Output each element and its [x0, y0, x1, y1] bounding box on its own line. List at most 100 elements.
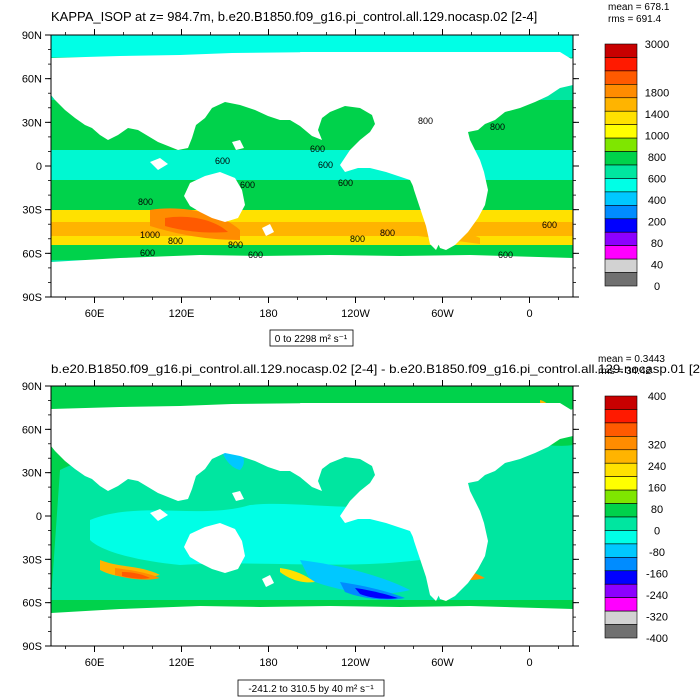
top-lon-label: 120W [341, 308, 370, 320]
bottom-colorbar-label: -320 [646, 611, 668, 623]
top-colorbar-swatch [604, 110, 638, 125]
top-lon-label: 60E [85, 308, 105, 320]
bottom-colorbar-swatch [604, 489, 638, 504]
top-lon-label: 0 [526, 308, 532, 320]
top-axis-labels: 90N 60N 30N 0 30S 60S 90S 60E 120E 180 120W 60W 0 [22, 30, 533, 320]
top-colorbar-swatch [604, 70, 638, 85]
top-lon-label: 60W [431, 308, 454, 320]
bottom-colorbar: 400 320 240 160 80 0 -80 -160 -240 -320 -400 [604, 391, 668, 645]
contour-label: 600 [542, 220, 557, 230]
top-colorbar-label: 1400 [645, 109, 669, 121]
bottom-lat-label: 30N [22, 468, 42, 480]
top-colorbar-swatch [604, 84, 638, 99]
top-lat-label: 60S [22, 248, 42, 260]
bottom-lat-label: 90N [22, 381, 42, 393]
bottom-range-box [237, 679, 385, 697]
bottom-colorbar-label: 0 [654, 525, 660, 537]
top-range-label: 0 to 2298 m² s⁻¹ [275, 334, 348, 345]
top-lat-label: 0 [36, 161, 42, 173]
top-colorbar-label: 0 [654, 281, 660, 293]
contour-label: 1000 [140, 230, 160, 240]
top-title: KAPPA_ISOP at z= 984.7m, b.e20.B1850.f09… [51, 9, 537, 24]
bottom-colorbar-label: -160 [646, 568, 668, 580]
contour-label: 600 [338, 178, 353, 188]
contour-label: 600 [310, 144, 325, 154]
top-colorbar-label: 1800 [645, 87, 669, 99]
top-lat-label: 90N [22, 30, 42, 42]
contour-label: 800 [418, 116, 433, 126]
top-colorbar-label: 1000 [645, 130, 669, 142]
bottom-lat-label: 90S [22, 641, 42, 653]
top-colorbar-swatch [604, 43, 638, 58]
bottom-lat-label: 30S [22, 554, 42, 566]
bottom-title: b.e20.B1850.f09_g16.pi_control.all.129.n… [51, 362, 700, 376]
bottom-colorbar-swatch [604, 610, 638, 625]
top-stat-mean: mean = 678.1 [608, 2, 670, 13]
top-lat-label: 30S [22, 205, 42, 217]
bottom-colorbar-swatch [604, 516, 638, 531]
bottom-colorbar-swatch [604, 543, 638, 558]
bottom-axis-ticks [45, 380, 579, 652]
top-colorbar-label: 400 [648, 195, 666, 207]
top-axis-ticks [45, 29, 579, 303]
top-lon-label: 180 [259, 308, 277, 320]
bottom-stat-mean: mean = 0.3443 [598, 354, 665, 365]
bottom-stat-rms: rms = 34.42 [598, 366, 652, 377]
top-stat-rms: rms = 691.4 [608, 14, 662, 25]
bottom-colorbar-label: 240 [648, 461, 666, 473]
bottom-lon-label: 0 [526, 657, 532, 669]
bottom-colorbar-swatch [604, 449, 638, 464]
bottom-colorbar-swatch [604, 422, 638, 437]
bottom-panel: b.e20.B1850.f09_g16.pi_control.all.129.n… [22, 354, 700, 697]
top-colorbar-swatch [604, 137, 638, 152]
bottom-colorbar-swatch [604, 476, 638, 491]
top-colorbar-swatch [604, 258, 638, 273]
top-contour-labels: 600 600 800 800 600 600 600 800 800 1000… [138, 116, 557, 260]
contour-label: 600 [248, 250, 263, 260]
bottom-lon-label: 120W [341, 657, 370, 669]
top-colorbar-label: 800 [648, 152, 666, 164]
bottom-range-label: -241.2 to 310.5 by 40 m² s⁻¹ [248, 684, 374, 695]
bottom-axis-labels: 90N 60N 30N 0 30S 60S 90S 60E 120E 180 120W 60W 0 [22, 381, 533, 669]
contour-label: 800 [380, 228, 395, 238]
top-lon-label: 120E [169, 308, 195, 320]
top-colorbar-swatch [604, 272, 638, 287]
top-lat-label: 30N [22, 117, 42, 129]
top-lat-label: 90S [22, 292, 42, 304]
bottom-lat-label: 60S [22, 598, 42, 610]
bottom-colorbar-label: -80 [649, 547, 665, 559]
top-colorbar-swatch [604, 151, 638, 166]
top-colorbar-label: 40 [651, 259, 663, 271]
bottom-colorbar-swatch [604, 570, 638, 585]
bottom-colorbar-swatch [604, 583, 638, 598]
bottom-colorbar-swatch [604, 530, 638, 545]
bottom-colorbar-label: 160 [648, 482, 666, 494]
top-colorbar-swatch [604, 245, 638, 260]
bottom-colorbar-swatch [604, 503, 638, 518]
contour-label: 600 [240, 180, 255, 190]
contour-label: 600 [318, 160, 333, 170]
top-colorbar-swatch [604, 124, 638, 139]
bottom-colorbar-swatch [604, 395, 638, 410]
top-colorbar-label: 80 [651, 238, 663, 250]
bottom-lon-label: 60W [431, 657, 454, 669]
contour-label: 600 [140, 248, 155, 258]
bottom-colorbar-label: 400 [648, 391, 666, 403]
top-colorbar-swatch [604, 57, 638, 72]
bottom-colorbar-swatch [604, 436, 638, 451]
top-colorbar-label: 3000 [645, 39, 669, 51]
contour-label: 600 [215, 156, 230, 166]
contour-label: 800 [138, 197, 153, 207]
top-colorbar-swatch [604, 231, 638, 246]
top-colorbar-swatch [604, 97, 638, 112]
top-colorbar-swatch [604, 191, 638, 206]
bottom-lon-label: 60E [85, 657, 105, 669]
top-colorbar-swatch [604, 164, 638, 179]
bottom-lon-label: 180 [259, 657, 277, 669]
top-colorbar-label: 200 [648, 216, 666, 228]
contour-label: 800 [168, 236, 183, 246]
bottom-colorbar-label: -240 [646, 590, 668, 602]
top-colorbar-label: 600 [648, 173, 666, 185]
